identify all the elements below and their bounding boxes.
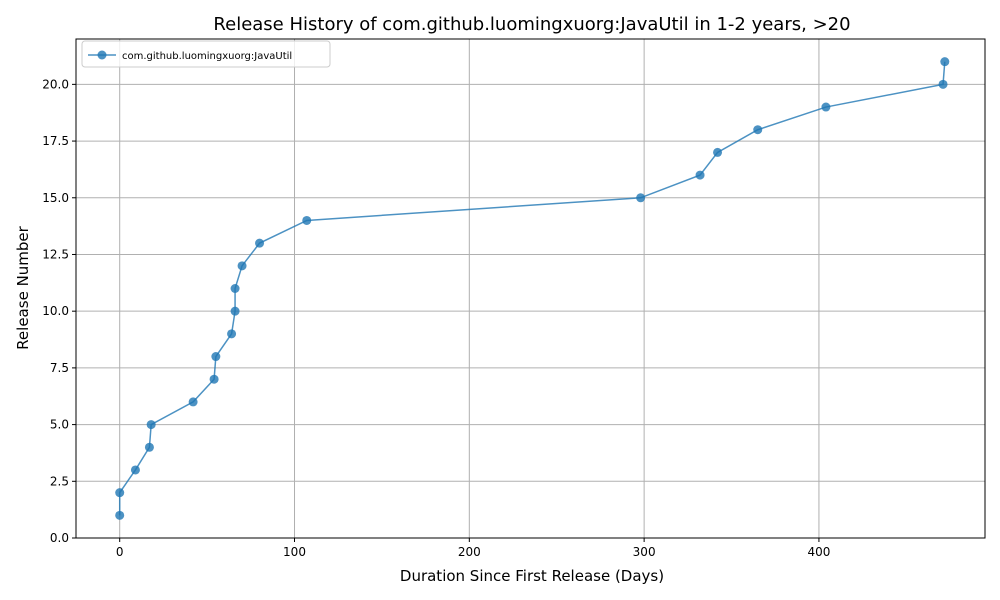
y-tick-label: 7.5: [50, 361, 69, 375]
data-point: [938, 79, 948, 89]
y-tick-label: 15.0: [42, 191, 69, 205]
data-point: [230, 306, 240, 316]
plot-frame: [75, 38, 986, 539]
legend-marker-swatch: [97, 50, 107, 60]
y-tick-label: 10.0: [42, 304, 69, 318]
data-point: [237, 261, 247, 271]
data-point: [209, 374, 219, 384]
y-axis-ticks: 0.0 2.5 5.0 7.5 10.0 12.5 15.0 17.5 20.0: [42, 77, 76, 545]
series-layer: [115, 57, 950, 520]
data-point: [302, 215, 312, 225]
data-point: [753, 125, 763, 135]
grid-lines: [76, 39, 985, 539]
y-tick-label: 20.0: [42, 77, 69, 91]
data-point: [115, 488, 125, 498]
data-point: [713, 147, 723, 157]
x-axis-label: Duration Since First Release (Days): [400, 567, 664, 585]
x-tick-label: 300: [633, 545, 656, 559]
x-axis-ticks: 0 100 200 300 400: [116, 538, 830, 559]
y-tick-label: 0.0: [50, 531, 69, 545]
chart-title: Release History of com.github.luomingxuo…: [213, 14, 850, 35]
data-point: [230, 284, 240, 293]
y-tick-label: 2.5: [50, 474, 69, 488]
x-tick-label: 0: [116, 545, 124, 559]
data-point: [940, 57, 950, 67]
legend-entry-label: com.github.luomingxuorg:JavaUtil: [122, 51, 292, 62]
data-point: [188, 397, 198, 407]
x-tick-label: 400: [807, 545, 830, 559]
data-point: [144, 442, 154, 452]
data-point: [821, 102, 831, 112]
data-point: [636, 193, 646, 203]
y-tick-label: 12.5: [42, 247, 69, 261]
x-tick-label: 100: [283, 545, 306, 559]
y-tick-label: 5.0: [50, 418, 69, 432]
x-tick-label: 200: [458, 545, 481, 559]
data-point: [146, 420, 156, 430]
data-point: [255, 238, 265, 248]
y-axis-label: Release Number: [14, 225, 32, 349]
legend: com.github.luomingxuorg:JavaUtil: [81, 40, 331, 68]
data-point: [227, 329, 237, 339]
data-point: [115, 510, 125, 520]
data-point: [130, 465, 140, 475]
series-line: [118, 61, 946, 516]
data-point: [211, 352, 221, 362]
data-point: [695, 170, 705, 180]
legend-box: [81, 40, 331, 68]
y-tick-label: 17.5: [42, 134, 69, 148]
